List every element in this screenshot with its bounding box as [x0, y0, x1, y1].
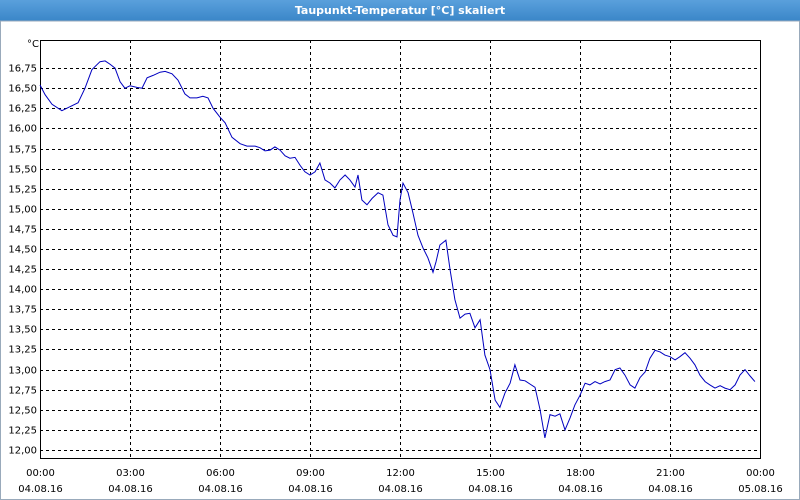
- y-tick-label: 13,75: [8, 305, 37, 316]
- x-tick-label: 21:00: [656, 468, 685, 479]
- x-tick-date: 04.08.16: [468, 484, 513, 495]
- x-tick-label: 12:00: [386, 468, 415, 479]
- x-tick-label: 00:00: [26, 468, 55, 479]
- y-tick-label: 12,75: [8, 386, 37, 397]
- plot-frame: [40, 40, 761, 459]
- y-tick-label: 13,25: [8, 345, 37, 356]
- y-tick-label: 15,25: [8, 185, 37, 196]
- x-tick-date: 04.08.16: [288, 484, 333, 495]
- y-tick-label: 15,75: [8, 145, 37, 156]
- x-tick-label: 06:00: [206, 468, 235, 479]
- x-tick-label: 00:00: [746, 468, 775, 479]
- x-tick-label: 18:00: [566, 468, 595, 479]
- x-tick-date: 04.08.16: [198, 484, 243, 495]
- x-tick-date: 04.08.16: [108, 484, 153, 495]
- y-tick-label: 14,00: [8, 285, 37, 296]
- y-tick-label: 12,00: [8, 446, 37, 457]
- y-tick-label: 13,00: [8, 366, 37, 377]
- x-tick-label: 15:00: [476, 468, 505, 479]
- y-tick-label: 15,50: [8, 165, 37, 176]
- y-tick-label: 16,00: [8, 124, 37, 135]
- series-line: [39, 60, 756, 439]
- y-unit: °C: [27, 39, 39, 50]
- y-tick-label: 14,75: [8, 225, 37, 236]
- x-tick-label: 09:00: [296, 468, 325, 479]
- y-tick-label: 16,50: [8, 84, 37, 95]
- y-tick-label: 16,75: [8, 64, 37, 75]
- y-tick-label: 13,50: [8, 325, 37, 336]
- y-tick-label: 12,25: [8, 426, 37, 437]
- x-tick-date: 04.08.16: [648, 484, 693, 495]
- y-tick-label: 14,25: [8, 265, 37, 276]
- y-tick-label: 16,25: [8, 104, 37, 115]
- y-tick-label: 14,50: [8, 245, 37, 256]
- x-tick-date: 05.08.16: [738, 484, 783, 495]
- y-tick-label: 12,50: [8, 406, 37, 417]
- x-tick-date: 04.08.16: [18, 484, 63, 495]
- x-tick-date: 04.08.16: [378, 484, 423, 495]
- title-bar: Taupunkt-Temperatur [°C] skaliert: [0, 0, 800, 21]
- x-tick-date: 04.08.16: [558, 484, 603, 495]
- window-frame: [0, 20, 800, 500]
- x-tick-label: 03:00: [116, 468, 145, 479]
- y-tick-label: 15,00: [8, 205, 37, 216]
